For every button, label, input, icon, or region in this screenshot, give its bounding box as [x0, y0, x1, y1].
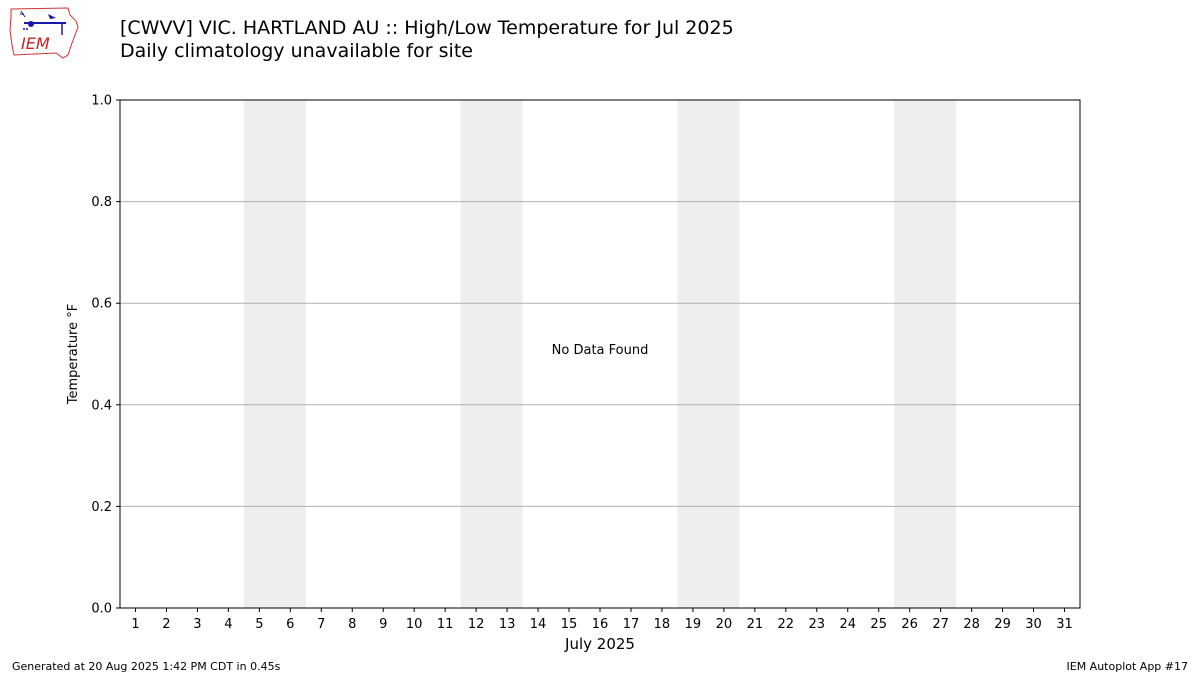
- x-tick-label: 26: [901, 617, 918, 632]
- grid-lines: [120, 201, 1080, 507]
- x-tick-label: 8: [348, 617, 356, 632]
- iem-logo: IEM: [9, 7, 79, 59]
- chart-header: [CWVV] VIC. HARTLAND AU :: High/Low Temp…: [120, 17, 734, 63]
- x-tick-label: 6: [286, 617, 294, 632]
- x-tick-label: 16: [592, 617, 609, 632]
- x-tick-label: 18: [654, 617, 671, 632]
- y-tick-label: 0.6: [91, 297, 112, 312]
- x-tick-label: 11: [437, 617, 454, 632]
- x-tick-label: 25: [870, 617, 887, 632]
- x-tick-label: 12: [468, 617, 485, 632]
- x-axis-label: July 2025: [564, 635, 635, 653]
- y-tick-label: 0.4: [91, 398, 112, 413]
- y-axis-label: Temperature °F: [66, 304, 81, 405]
- no-data-annotation: No Data Found: [552, 343, 649, 358]
- x-tick-label: 21: [747, 617, 764, 632]
- x-tick-label: 20: [716, 617, 733, 632]
- x-tick-label: 14: [530, 617, 547, 632]
- x-tick-label: 27: [932, 617, 949, 632]
- y-tick-label: 0.8: [91, 195, 112, 210]
- x-tick-label: 24: [839, 617, 856, 632]
- chart-subtitle: Daily climatology unavailable for site: [120, 40, 473, 62]
- x-tick-label: 23: [809, 617, 826, 632]
- x-tick-label: 2: [162, 617, 170, 632]
- x-tick-label: 1: [131, 617, 139, 632]
- weekend-band-4: [894, 100, 957, 608]
- x-tick-label: 31: [1056, 617, 1073, 632]
- autoplot-app-label: IEM Autoplot App #17: [1066, 660, 1189, 673]
- x-tick-label: 9: [379, 617, 387, 632]
- x-tick-label: 10: [406, 617, 423, 632]
- x-tick-label: 5: [255, 617, 263, 632]
- y-tick-label: 1.0: [91, 94, 112, 109]
- x-tick-label: 3: [193, 617, 201, 632]
- y-axis: 0.0 0.2 0.4 0.6 0.8 1.0: [91, 94, 120, 617]
- x-tick-label: 13: [499, 617, 516, 632]
- x-tick-label: 30: [1025, 617, 1042, 632]
- x-tick-label: 22: [778, 617, 795, 632]
- weekend-band-3: [677, 100, 740, 608]
- x-tick-label: 28: [963, 617, 980, 632]
- x-tick-label: 19: [685, 617, 702, 632]
- weekend-band-2: [460, 100, 523, 608]
- x-tick-label: 7: [317, 617, 325, 632]
- x-tick-label: 4: [224, 617, 232, 632]
- logo-text: IEM: [21, 34, 50, 53]
- generated-timestamp: Generated at 20 Aug 2025 1:42 PM CDT in …: [12, 660, 281, 673]
- y-tick-label: 0.0: [91, 602, 112, 617]
- y-tick-label: 0.2: [91, 500, 112, 515]
- x-tick-label: 17: [623, 617, 640, 632]
- x-tick-label: 29: [994, 617, 1011, 632]
- weekend-shading: [243, 100, 957, 608]
- weekend-band-1: [243, 100, 306, 608]
- chart-title: [CWVV] VIC. HARTLAND AU :: High/Low Temp…: [120, 17, 734, 39]
- x-tick-label: 15: [561, 617, 578, 632]
- x-axis: 1 2 3 4 5 6 7 8 9 10 11 12 13 14 15 16 17 18 19 20 21 22 23 24 2…: [131, 608, 1073, 632]
